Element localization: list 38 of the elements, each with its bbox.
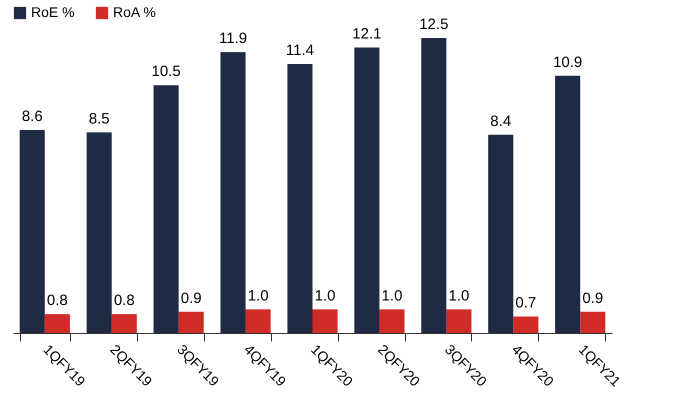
data-label: 0.8: [114, 292, 135, 310]
data-label: 8.4: [490, 112, 512, 130]
bar: [246, 309, 271, 333]
data-label: 12.5: [419, 16, 448, 33]
data-label: 10.5: [151, 63, 181, 80]
bar: [580, 312, 606, 333]
bar: [112, 314, 137, 333]
legend-label: RoE %: [31, 4, 75, 20]
bar: [488, 134, 514, 333]
bar: [421, 38, 446, 333]
bar: [446, 309, 472, 333]
bar: [513, 316, 538, 333]
data-label: 8.5: [88, 110, 110, 128]
bar: [154, 85, 179, 333]
data-label: 0.8: [46, 292, 68, 310]
bar: [220, 52, 246, 333]
data-label: 1.0: [314, 287, 336, 304]
bar: [555, 76, 580, 333]
bar: [354, 47, 380, 333]
bar: [379, 309, 405, 333]
bar: [86, 132, 112, 333]
bar: [287, 64, 312, 333]
data-label: 1.0: [448, 287, 470, 304]
data-label: 1.0: [248, 287, 269, 304]
bar: [312, 309, 338, 333]
data-label: 12.1: [352, 25, 382, 42]
data-label: 1.0: [382, 287, 402, 304]
bar: [20, 130, 45, 333]
bar: [44, 314, 70, 333]
data-label: 0.9: [180, 290, 202, 307]
data-label: 8.6: [22, 108, 43, 126]
legend-label: RoA %: [113, 4, 156, 20]
data-label: 0.7: [515, 294, 536, 312]
bar: [178, 312, 204, 333]
data-label: 0.9: [582, 290, 604, 307]
data-label: 11.4: [286, 42, 314, 59]
data-label: 11.9: [218, 30, 248, 48]
data-label: 10.9: [553, 54, 582, 71]
